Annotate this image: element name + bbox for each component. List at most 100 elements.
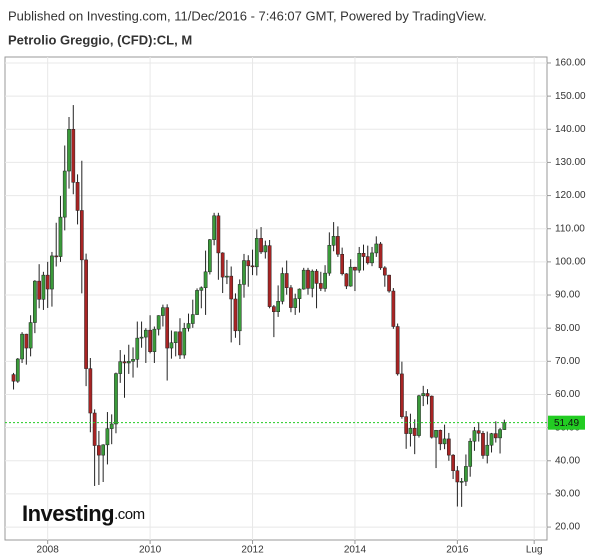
candle-body	[498, 429, 502, 439]
candle-body	[442, 438, 447, 445]
candle-body	[267, 245, 272, 307]
candle-body	[404, 416, 409, 434]
candle-body	[451, 454, 455, 471]
candle-body	[75, 182, 80, 211]
candle-body	[212, 215, 216, 240]
x-tick-label: 2008	[37, 545, 60, 556]
candle-body	[327, 245, 332, 274]
candle-body	[225, 275, 229, 278]
candle-body	[340, 253, 344, 275]
candle-body	[301, 269, 306, 290]
candle-body	[259, 238, 263, 253]
candle-body	[293, 298, 298, 308]
candle-body	[361, 252, 366, 257]
candle-body	[272, 306, 276, 312]
candle-body	[331, 236, 336, 246]
candle-body	[203, 271, 208, 288]
candle-body	[348, 266, 353, 287]
candle-body	[41, 274, 46, 300]
candle-body	[190, 314, 195, 324]
y-tick-label: 140.00	[555, 124, 586, 135]
candle-body	[195, 290, 199, 315]
candle-body	[391, 290, 396, 327]
candle-body	[493, 433, 498, 439]
candle-body	[353, 266, 357, 271]
candle-body	[412, 428, 417, 436]
candle-body	[464, 466, 468, 482]
candle-body	[50, 255, 54, 290]
candle-body	[28, 322, 33, 349]
grid	[5, 57, 551, 544]
candle-body	[446, 438, 451, 456]
candle-body	[306, 269, 310, 289]
candle-body	[237, 284, 242, 332]
candle-body	[310, 270, 315, 289]
y-tick-label: 90.00	[555, 290, 580, 301]
candle-body	[459, 481, 464, 483]
candle-body	[11, 374, 16, 382]
candle-body	[382, 267, 387, 276]
candle-body	[250, 265, 255, 268]
candle-body	[438, 430, 443, 445]
candle-body	[97, 445, 101, 456]
candle-body	[242, 260, 246, 285]
candle-body	[421, 393, 426, 397]
candle-body	[254, 238, 259, 268]
candle-body	[105, 428, 110, 446]
candle-body	[131, 359, 135, 362]
candle-body	[15, 358, 20, 382]
y-tick-label: 100.00	[555, 257, 586, 268]
candle-body	[58, 216, 63, 257]
candle-body	[378, 243, 383, 269]
candle-body	[148, 329, 152, 352]
y-tick-label: 120.00	[555, 190, 586, 201]
candle-body	[182, 328, 187, 356]
y-tick-label: 160.00	[555, 58, 586, 69]
candle-body	[408, 428, 413, 434]
candle-body	[472, 430, 477, 442]
published-note: Published on Investing.com, 11/Dec/2016 …	[8, 8, 487, 23]
y-tick-label: 30.00	[555, 489, 580, 500]
logo-name: Investing	[22, 501, 114, 526]
y-tick-label: 80.00	[555, 323, 580, 334]
candle-body	[280, 273, 285, 302]
candle-body	[481, 433, 485, 456]
logo-suffix: .com	[114, 506, 145, 523]
x-tick-label: 2016	[446, 545, 469, 556]
candle-body	[425, 393, 430, 397]
candle-body	[37, 280, 41, 300]
candle-body	[118, 361, 123, 374]
candle-body	[88, 368, 93, 414]
candle-body	[84, 259, 88, 369]
candle-body	[186, 323, 191, 329]
candle-body	[476, 430, 481, 434]
candle-body	[208, 239, 212, 273]
candle-body	[370, 252, 374, 264]
candle-body	[161, 307, 165, 316]
candle-body	[165, 307, 170, 349]
y-tick-label: 70.00	[555, 356, 580, 367]
plot-frame	[4, 56, 548, 541]
candle-body	[246, 260, 251, 267]
candle-body	[114, 373, 118, 425]
candle-body	[101, 444, 106, 456]
candle-body	[20, 333, 24, 360]
candle-body	[395, 326, 400, 375]
candle-body	[216, 215, 221, 254]
candle-body	[284, 273, 289, 288]
candle-body	[289, 287, 293, 308]
candle-body	[374, 243, 379, 254]
candle-body	[489, 433, 494, 446]
candle-body	[323, 272, 327, 289]
candle-body	[24, 333, 29, 349]
candle-body	[62, 170, 67, 218]
x-tick-label: Lug	[526, 545, 543, 556]
candle-body	[400, 373, 404, 417]
y-tick-label: 150.00	[555, 91, 586, 102]
candle-body	[485, 444, 490, 456]
logo: Investing.com	[22, 501, 145, 526]
candle-body	[276, 301, 280, 312]
candle-body	[220, 252, 225, 278]
candle-body	[233, 298, 238, 332]
